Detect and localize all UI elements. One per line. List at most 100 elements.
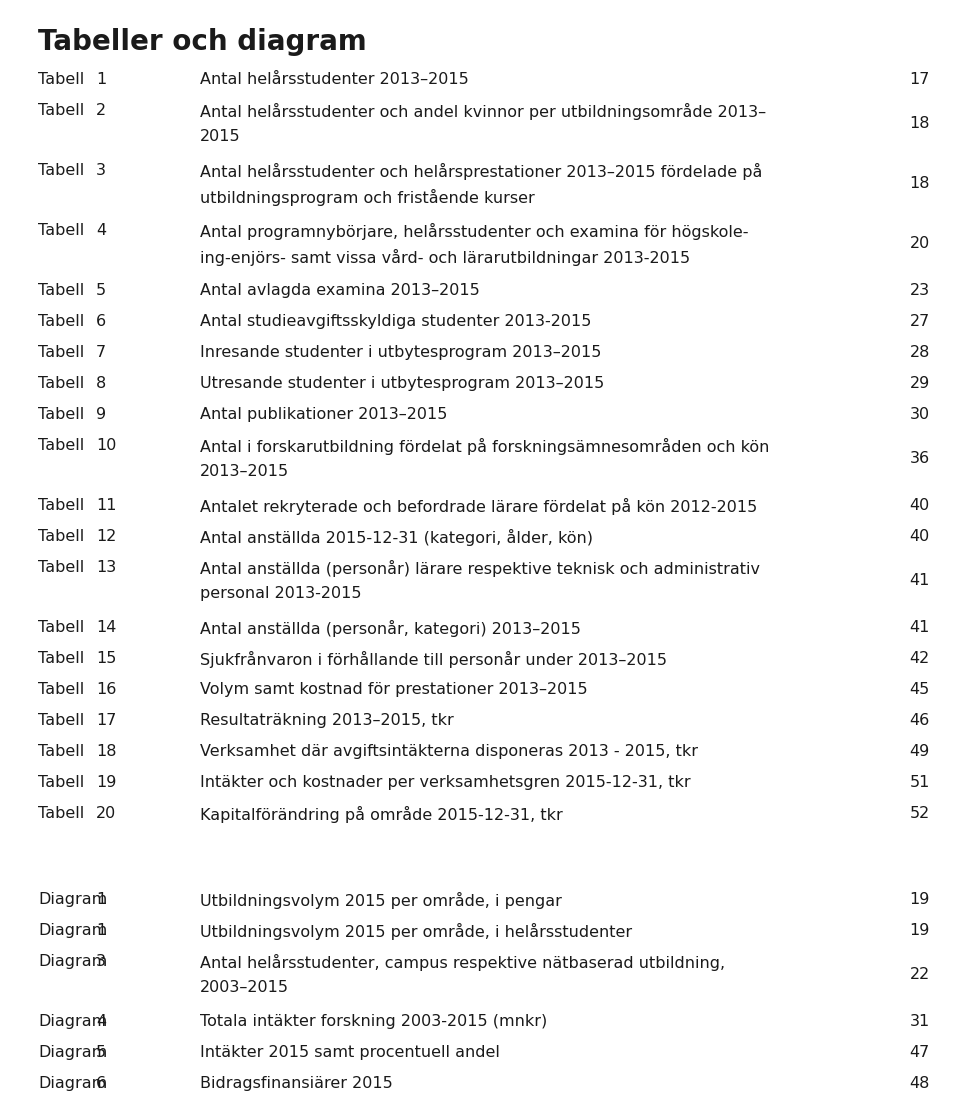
Text: 4: 4 [96, 223, 107, 238]
Text: 16: 16 [96, 682, 116, 697]
Text: Tabeller och diagram: Tabeller och diagram [38, 28, 367, 56]
Text: 7: 7 [96, 345, 107, 360]
Text: Tabell: Tabell [38, 776, 84, 790]
Text: 20: 20 [910, 236, 930, 251]
Text: Utresande studenter i utbytesprogram 2013–2015: Utresande studenter i utbytesprogram 201… [200, 376, 604, 390]
Text: 17: 17 [96, 713, 116, 728]
Text: Tabell: Tabell [38, 103, 84, 118]
Text: 4: 4 [96, 1014, 107, 1028]
Text: 8: 8 [96, 376, 107, 390]
Text: 31: 31 [910, 1014, 930, 1028]
Text: Antal anställda 2015-12-31 (kategori, ålder, kön): Antal anställda 2015-12-31 (kategori, ål… [200, 529, 593, 546]
Text: Tabell: Tabell [38, 376, 84, 390]
Text: 42: 42 [910, 651, 930, 666]
Text: Tabell: Tabell [38, 223, 84, 238]
Text: 3: 3 [96, 163, 106, 178]
Text: Antal helårsstudenter och andel kvinnor per utbildningsområde 2013–: Antal helårsstudenter och andel kvinnor … [200, 103, 766, 120]
Text: Sjukfrånvaron i förhållande till personår under 2013–2015: Sjukfrånvaron i förhållande till personå… [200, 651, 667, 668]
Text: 14: 14 [96, 620, 116, 635]
Text: Tabell: Tabell [38, 560, 84, 575]
Text: Resultaträkning 2013–2015, tkr: Resultaträkning 2013–2015, tkr [200, 713, 454, 728]
Text: 6: 6 [96, 1076, 107, 1091]
Text: Tabell: Tabell [38, 806, 84, 821]
Text: Tabell: Tabell [38, 72, 84, 87]
Text: Tabell: Tabell [38, 713, 84, 728]
Text: 18: 18 [909, 176, 930, 191]
Text: Verksamhet där avgiftsintäkterna disponeras 2013 - 2015, tkr: Verksamhet där avgiftsintäkterna dispone… [200, 744, 698, 759]
Text: Diagram: Diagram [38, 1076, 108, 1091]
Text: utbildningsprogram och fristående kurser: utbildningsprogram och fristående kurser [200, 189, 535, 206]
Text: Antal publikationer 2013–2015: Antal publikationer 2013–2015 [200, 407, 447, 422]
Text: 36: 36 [910, 451, 930, 466]
Text: 51: 51 [910, 776, 930, 790]
Text: Utbildningsvolym 2015 per område, i helårsstudenter: Utbildningsvolym 2015 per område, i helå… [200, 923, 632, 940]
Text: Antal helårsstudenter och helårsprestationer 2013–2015 fördelade på: Antal helårsstudenter och helårsprestati… [200, 163, 762, 180]
Text: 17: 17 [910, 72, 930, 87]
Text: 23: 23 [910, 283, 930, 298]
Text: 27: 27 [910, 314, 930, 329]
Text: Antal helårsstudenter, campus respektive nätbaserad utbildning,: Antal helårsstudenter, campus respektive… [200, 954, 725, 971]
Text: Diagram: Diagram [38, 1014, 108, 1028]
Text: 29: 29 [910, 376, 930, 390]
Text: Tabell: Tabell [38, 407, 84, 422]
Text: 47: 47 [910, 1045, 930, 1060]
Text: Antal studieavgiftsskyldiga studenter 2013-2015: Antal studieavgiftsskyldiga studenter 20… [200, 314, 591, 329]
Text: Tabell: Tabell [38, 682, 84, 697]
Text: 1: 1 [96, 892, 107, 907]
Text: 22: 22 [910, 967, 930, 982]
Text: 2015: 2015 [200, 129, 241, 144]
Text: 45: 45 [910, 682, 930, 697]
Text: Diagram: Diagram [38, 923, 108, 938]
Text: Tabell: Tabell [38, 529, 84, 544]
Text: Tabell: Tabell [38, 620, 84, 635]
Text: 2013–2015: 2013–2015 [200, 464, 289, 478]
Text: 48: 48 [910, 1076, 930, 1091]
Text: Tabell: Tabell [38, 651, 84, 666]
Text: Tabell: Tabell [38, 438, 84, 453]
Text: 41: 41 [910, 620, 930, 635]
Text: Antal avlagda examina 2013–2015: Antal avlagda examina 2013–2015 [200, 283, 480, 298]
Text: Tabell: Tabell [38, 744, 84, 759]
Text: 19: 19 [96, 776, 116, 790]
Text: Diagram: Diagram [38, 954, 108, 969]
Text: personal 2013-2015: personal 2013-2015 [200, 586, 362, 601]
Text: Utbildningsvolym 2015 per område, i pengar: Utbildningsvolym 2015 per område, i peng… [200, 892, 562, 909]
Text: 1: 1 [96, 72, 107, 87]
Text: ing-enjörs- samt vissa vård- och lärarutbildningar 2013-2015: ing-enjörs- samt vissa vård- och lärarut… [200, 249, 690, 266]
Text: 28: 28 [910, 345, 930, 360]
Text: Antal i forskarutbildning fördelat på forskningsämnesområden och kön: Antal i forskarutbildning fördelat på fo… [200, 438, 769, 455]
Text: Diagram: Diagram [38, 1045, 108, 1060]
Text: Antal anställda (personår) lärare respektive teknisk och administrativ: Antal anställda (personår) lärare respek… [200, 560, 760, 578]
Text: Antalet rekryterade och befordrade lärare fördelat på kön 2012-2015: Antalet rekryterade och befordrade lärar… [200, 498, 757, 515]
Text: Intäkter och kostnader per verksamhetsgren 2015-12-31, tkr: Intäkter och kostnader per verksamhetsgr… [200, 776, 690, 790]
Text: Tabell: Tabell [38, 283, 84, 298]
Text: Totala intäkter forskning 2003-2015 (mnkr): Totala intäkter forskning 2003-2015 (mnk… [200, 1014, 547, 1028]
Text: 18: 18 [96, 744, 116, 759]
Text: 1: 1 [96, 923, 107, 938]
Text: 2: 2 [96, 103, 107, 118]
Text: Tabell: Tabell [38, 498, 84, 513]
Text: Inresande studenter i utbytesprogram 2013–2015: Inresande studenter i utbytesprogram 201… [200, 345, 601, 360]
Text: 10: 10 [96, 438, 116, 453]
Text: 49: 49 [910, 744, 930, 759]
Text: 41: 41 [910, 573, 930, 588]
Text: 3: 3 [96, 954, 106, 969]
Text: Diagram: Diagram [38, 892, 108, 907]
Text: 46: 46 [910, 713, 930, 728]
Text: 9: 9 [96, 407, 107, 422]
Text: Tabell: Tabell [38, 345, 84, 360]
Text: 19: 19 [910, 923, 930, 938]
Text: 19: 19 [910, 892, 930, 907]
Text: 52: 52 [910, 806, 930, 821]
Text: 2003–2015: 2003–2015 [200, 980, 289, 996]
Text: 13: 13 [96, 560, 116, 575]
Text: Tabell: Tabell [38, 314, 84, 329]
Text: Intäkter 2015 samt procentuell andel: Intäkter 2015 samt procentuell andel [200, 1045, 500, 1060]
Text: Antal anställda (personår, kategori) 2013–2015: Antal anställda (personår, kategori) 201… [200, 620, 581, 637]
Text: 5: 5 [96, 1045, 107, 1060]
Text: 18: 18 [909, 116, 930, 131]
Text: 5: 5 [96, 283, 107, 298]
Text: 12: 12 [96, 529, 116, 544]
Text: 6: 6 [96, 314, 107, 329]
Text: Volym samt kostnad för prestationer 2013–2015: Volym samt kostnad för prestationer 2013… [200, 682, 588, 697]
